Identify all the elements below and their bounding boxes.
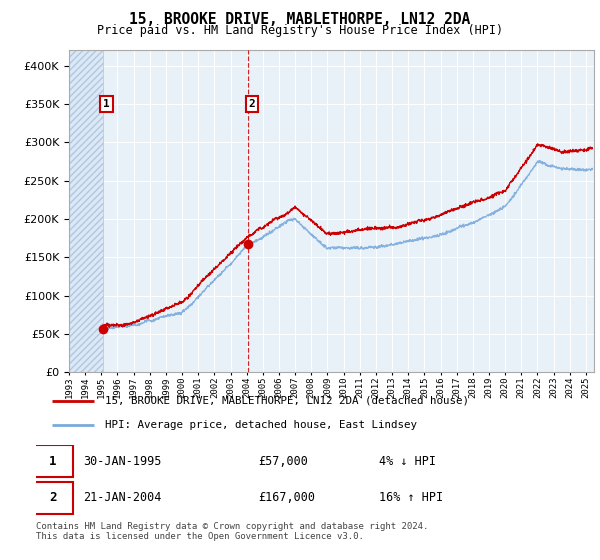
Text: 2: 2	[49, 491, 56, 504]
Text: Contains HM Land Registry data © Crown copyright and database right 2024.
This d: Contains HM Land Registry data © Crown c…	[36, 522, 428, 542]
Text: 1: 1	[103, 99, 110, 109]
Text: 15, BROOKE DRIVE, MABLETHORPE, LN12 2DA (detached house): 15, BROOKE DRIVE, MABLETHORPE, LN12 2DA …	[104, 396, 469, 406]
Text: HPI: Average price, detached house, East Lindsey: HPI: Average price, detached house, East…	[104, 420, 416, 430]
Text: 4% ↓ HPI: 4% ↓ HPI	[379, 455, 436, 468]
Text: 16% ↑ HPI: 16% ↑ HPI	[379, 491, 443, 504]
Text: £167,000: £167,000	[258, 491, 315, 504]
Bar	[69, 50, 103, 372]
Text: 1: 1	[49, 455, 56, 468]
Text: 21-JAN-2004: 21-JAN-2004	[83, 491, 162, 504]
Text: Price paid vs. HM Land Registry's House Price Index (HPI): Price paid vs. HM Land Registry's House …	[97, 24, 503, 36]
Text: 30-JAN-1995: 30-JAN-1995	[83, 455, 162, 468]
Text: £57,000: £57,000	[258, 455, 308, 468]
Text: 15, BROOKE DRIVE, MABLETHORPE, LN12 2DA: 15, BROOKE DRIVE, MABLETHORPE, LN12 2DA	[130, 12, 470, 27]
Text: 2: 2	[248, 99, 255, 109]
